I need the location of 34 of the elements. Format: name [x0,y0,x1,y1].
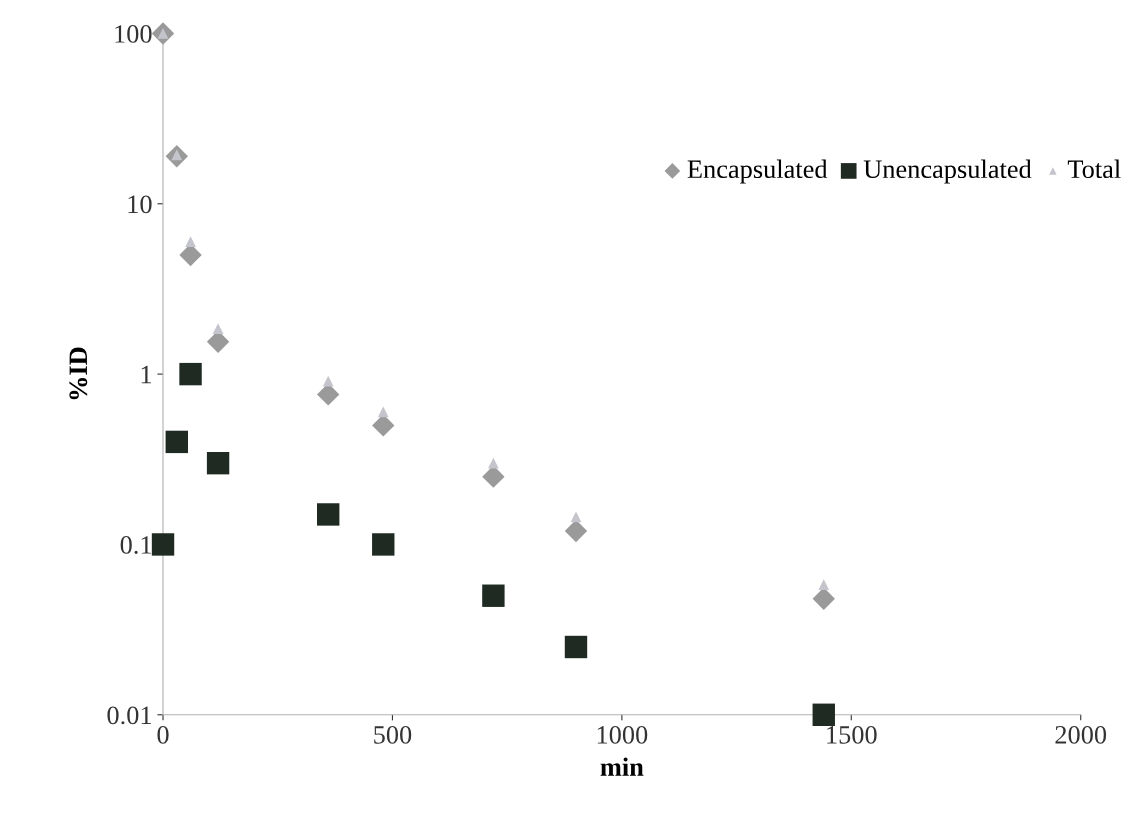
point [212,323,224,334]
x-axis-title: min [600,757,644,776]
x-tick-label: 500 [374,725,412,744]
y-tick-label: 0.01 [107,706,152,725]
point [812,703,835,726]
point [151,533,175,556]
point [482,584,505,607]
point [165,430,188,454]
point [488,457,499,469]
point [317,503,340,526]
legend-label: Total [1067,159,1121,179]
y-tick-label: 10 [128,195,152,214]
legend-label: Unencapsulated [863,159,1032,184]
point [322,375,334,387]
point [185,236,196,247]
point [377,406,389,418]
point [564,635,588,659]
y-tick-label: 100 [115,25,152,43]
x-tick-label: 2000 [1055,725,1107,744]
point [317,383,340,406]
point [179,362,202,386]
legend-label: Encapsulated [687,159,828,184]
y-tick-label: 1 [141,365,152,384]
x-tick-label: 1000 [597,725,648,744]
point [812,587,835,610]
x-tick-label: 1500 [827,725,877,744]
point [372,414,395,437]
y-axis-title: %ID [69,347,88,400]
point [818,579,830,591]
point [372,533,395,556]
y-tick-label: 0.1 [120,536,152,554]
point [564,519,588,543]
point [206,451,230,475]
x-tick-label: 0 [157,725,169,744]
